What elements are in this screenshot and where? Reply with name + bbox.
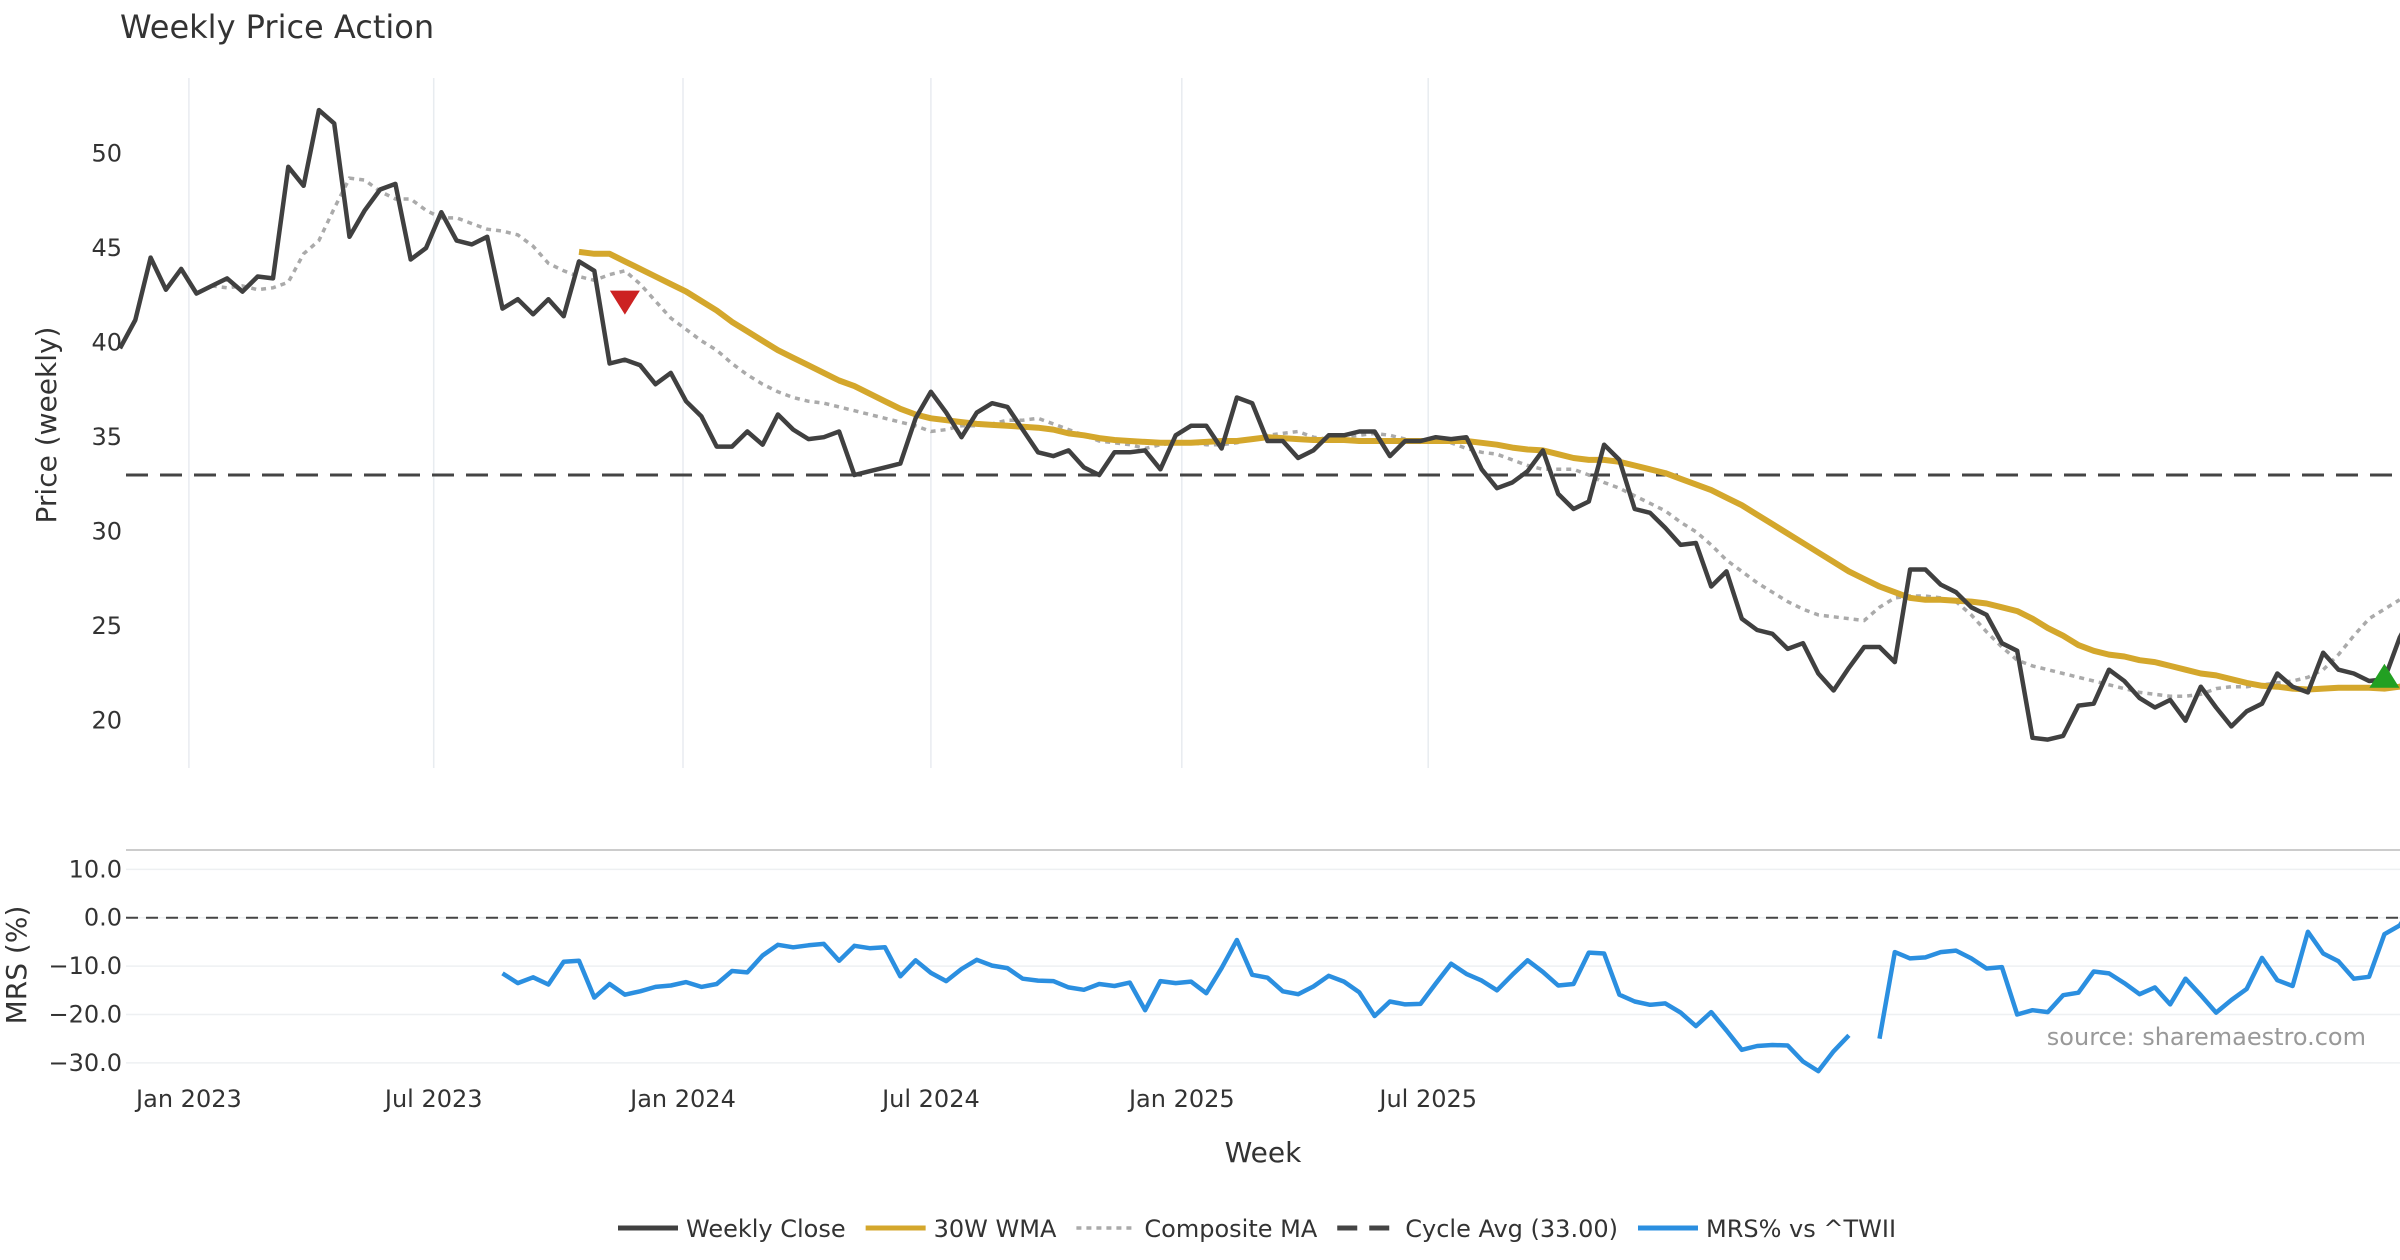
mrs-y-tick-label: −20.0 (48, 1001, 122, 1029)
mrs-y-tick-label: −10.0 (48, 952, 122, 980)
signal-markers (610, 291, 2399, 688)
price-y-tick-label: 20 (91, 707, 122, 735)
mrs-line-segment-2 (1880, 861, 2400, 1039)
price-y-tick-label: 30 (91, 518, 122, 546)
legend-label: Weekly Close (686, 1215, 846, 1243)
mrs-y-axis-label: MRS (%) (0, 906, 33, 1025)
price-y-tick-label: 35 (91, 423, 122, 451)
x-tick-label: Jan 2024 (628, 1085, 736, 1113)
price-y-ticks: 20 25 30 35 40 45 50 (91, 140, 122, 735)
x-tick-label: Jul 2024 (880, 1085, 980, 1113)
price-y-tick-label: 50 (91, 140, 122, 168)
mrs-y-tick-label: 10.0 (69, 855, 122, 883)
mrs-y-tick-label: −30.0 (48, 1049, 122, 1077)
legend: Weekly Close 30W WMA Composite MA Cycle Avg… (618, 1215, 1896, 1243)
x-tick-label: Jul 2025 (1377, 1085, 1477, 1113)
x-tick-label: Jul 2023 (383, 1085, 483, 1113)
price-y-tick-label: 45 (91, 234, 122, 262)
watermark: source: sharemaestro.com (2047, 1023, 2366, 1051)
chart: Weekly Price Action 20 25 30 35 40 45 50 Price… (0, 0, 2400, 1260)
legend-label: 30W WMA (934, 1215, 1057, 1243)
x-tick-label: Jan 2023 (134, 1085, 242, 1113)
mrs-line-segment-1 (503, 940, 1849, 1071)
mrs-y-tick-label: 0.0 (84, 904, 122, 932)
weekly-close-line (120, 110, 2400, 740)
legend-label: Cycle Avg (33.00) (1405, 1215, 1618, 1243)
price-gridlines (189, 78, 1428, 768)
price-y-tick-label: 40 (91, 329, 122, 357)
price-y-axis-label: Price (weekly) (30, 327, 63, 524)
x-tick-labels: Jan 2023 Jul 2023 Jan 2024 Jul 2024 Jan 2025… (134, 1085, 1477, 1113)
legend-label: Composite MA (1144, 1215, 1317, 1243)
legend-label: MRS% vs ^TWII (1706, 1215, 1896, 1243)
sell-signal-marker (610, 291, 640, 315)
mrs-y-ticks: 10.0 0.0 −10.0 −20.0 −30.0 (48, 855, 122, 1077)
x-tick-label: Jan 2025 (1127, 1085, 1235, 1113)
buy-signal-marker (2369, 664, 2399, 688)
chart-title: Weekly Price Action (120, 8, 434, 46)
x-axis-label: Week (1225, 1136, 1302, 1169)
price-y-tick-label: 25 (91, 612, 122, 640)
